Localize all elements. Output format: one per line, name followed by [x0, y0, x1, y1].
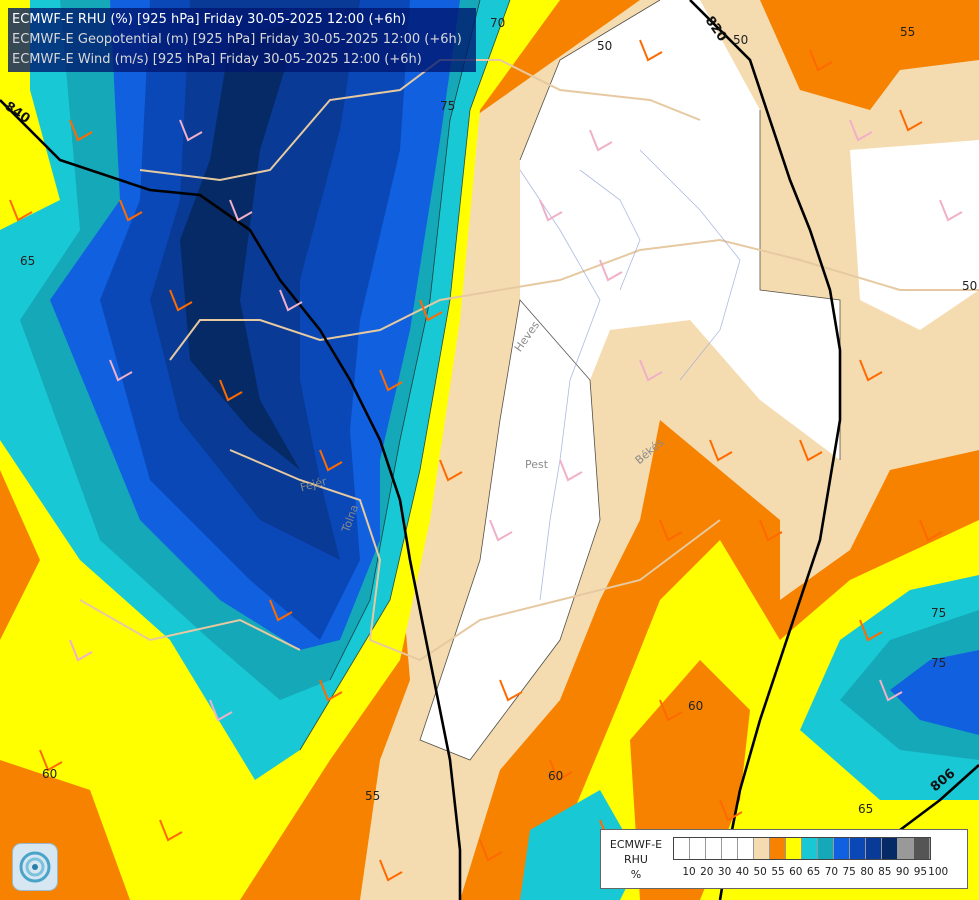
- legend-tick: 100: [928, 866, 949, 878]
- legend-swatch: [674, 838, 690, 859]
- legend-swatch: [834, 838, 850, 859]
- rhu-label: 60: [548, 769, 563, 783]
- legend-swatch: [898, 838, 914, 859]
- dry-zone-east: [850, 140, 979, 330]
- rhu-label: 75: [931, 656, 946, 670]
- legend-swatch: [786, 838, 802, 859]
- blue-core-se: [890, 650, 979, 735]
- contour-labels: 50 50 55 65 70 75 50 55 60 60 75 75 65 6…: [20, 16, 977, 816]
- legend-swatch: [882, 838, 898, 859]
- legend-tick: 95: [913, 866, 928, 878]
- navy-core: [180, 20, 300, 470]
- legend-tick: 40: [735, 866, 750, 878]
- title-geopotential: ECMWF-E Geopotential (m) [925 hPa] Frida…: [12, 32, 462, 47]
- river-lines: [519, 149, 741, 601]
- legend-swatch: [722, 838, 738, 859]
- legend-swatch: [818, 838, 834, 859]
- border-lines: [79, 59, 979, 662]
- legend-tick: 10: [682, 866, 696, 878]
- rhu-label: 60: [688, 699, 703, 713]
- rhu-label: 50: [597, 39, 612, 53]
- legend-title: ECMWF-E: [609, 838, 663, 851]
- ecmwf-logo-icon: [12, 843, 58, 891]
- legend-swatch: [802, 838, 818, 859]
- legend-tick: 70: [824, 866, 839, 878]
- legend-swatch: [850, 838, 866, 859]
- rhu-label: 60: [42, 767, 57, 781]
- rhu-label: 55: [365, 789, 380, 803]
- title-wind: ECMWF-E Wind (m/s) [925 hPa] Friday 30-0…: [12, 52, 422, 67]
- dark-blue-core: [150, 0, 360, 560]
- rhu-label: 75: [931, 606, 946, 620]
- rhu-label: 50: [962, 279, 977, 293]
- wind-barbs: [9, 39, 963, 882]
- legend-tick: 50: [753, 866, 767, 878]
- rhu-label: 65: [858, 802, 873, 816]
- map-title-box: ECMWF-E RHU (%) [925 hPa] Friday 30-05-2…: [8, 8, 476, 72]
- legend-swatch: [914, 838, 930, 859]
- legend-tick: 20: [700, 866, 714, 878]
- legend-tick: 60: [789, 866, 803, 878]
- legend-tick: 65: [806, 866, 821, 878]
- legend-unit: %: [630, 868, 642, 881]
- rhu-label: 70: [490, 16, 505, 30]
- legend-swatch: [690, 838, 706, 859]
- legend-tick: 80: [860, 866, 874, 878]
- dry-zone: [420, 0, 840, 760]
- place-label-pest: Pest: [525, 458, 549, 471]
- legend-swatch: [754, 838, 770, 859]
- title-rhu: ECMWF-E RHU (%) [925 hPa] Friday 30-05-2…: [12, 12, 406, 27]
- legend-swatch: [738, 838, 754, 859]
- legend-color-bar: [673, 837, 931, 860]
- legend-swatch: [770, 838, 786, 859]
- legend-tick: 55: [771, 866, 785, 878]
- legend-tick: 90: [895, 866, 910, 878]
- legend-swatch: [706, 838, 722, 859]
- orange-band-ne: [760, 0, 979, 110]
- rhu-label: 55: [900, 25, 915, 39]
- rhu-label: 65: [20, 254, 35, 268]
- rhu-label: 75: [440, 99, 455, 113]
- contour-lines: [299, 0, 841, 761]
- legend-tick-labels: 10 20 30 40 50 55 60 65 70 75 80 85 90 95 100: [673, 866, 963, 880]
- legend-param: RHU: [624, 853, 648, 866]
- legend-swatch: [866, 838, 882, 859]
- rhu-legend: ECMWF-E RHU % 10 20 30 40 50 55 60 65 70 75 80 85 90…: [600, 829, 968, 889]
- rhu-label: 50: [733, 33, 748, 47]
- legend-tick: 30: [717, 866, 732, 878]
- legend-header: ECMWF-E RHU %: [605, 837, 667, 882]
- legend-tick: 75: [842, 866, 856, 878]
- legend-tick: 85: [878, 866, 892, 878]
